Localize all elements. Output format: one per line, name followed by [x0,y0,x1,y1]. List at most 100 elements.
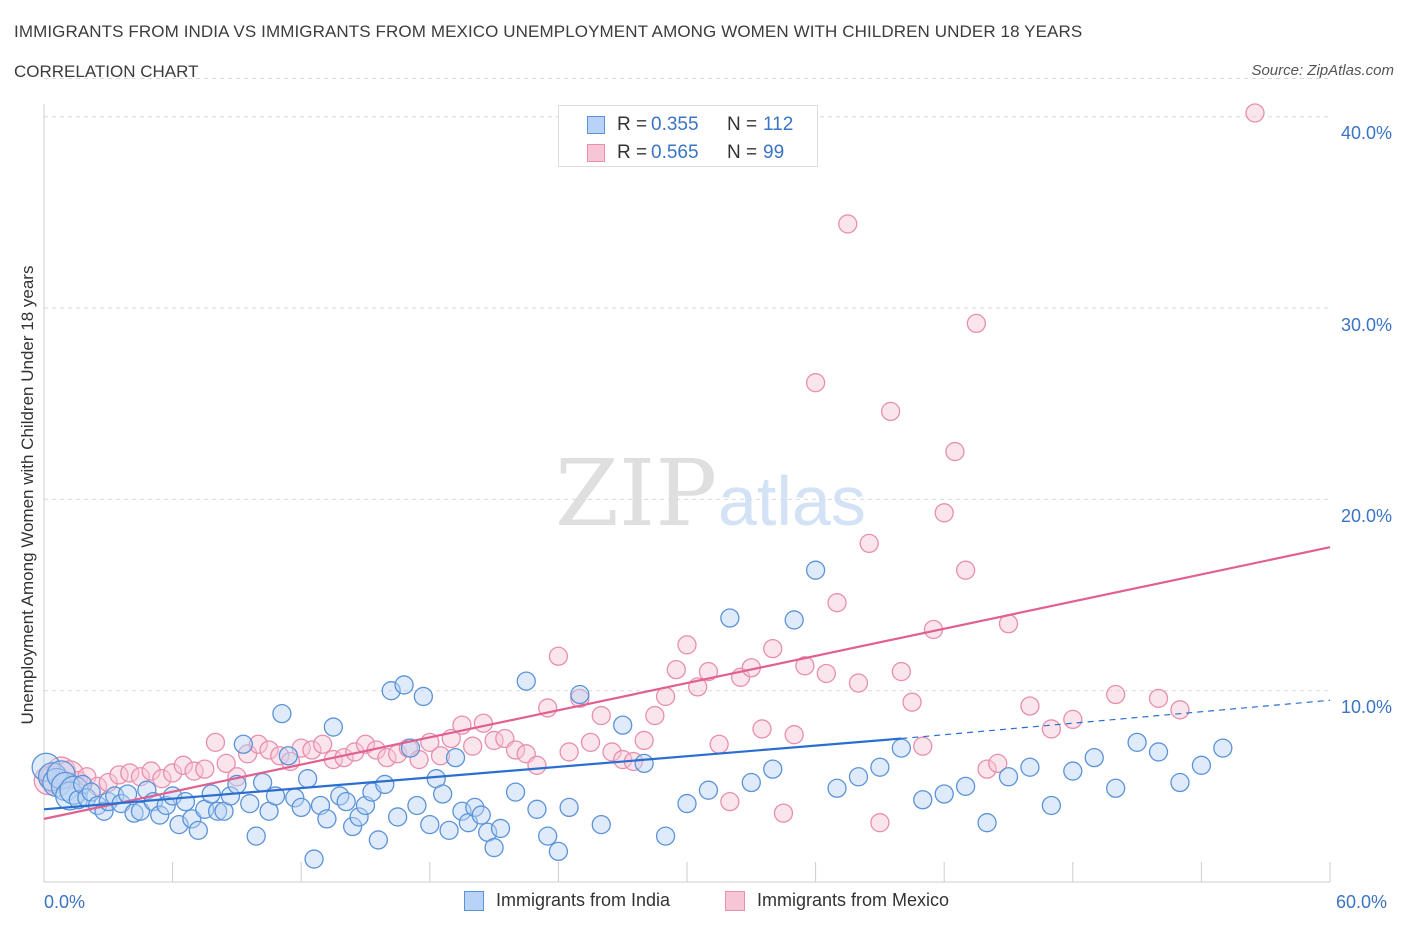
axes [43,104,1331,883]
legend-india-swatch [464,890,484,911]
data-point [465,797,485,818]
data-point [752,719,772,739]
data-point [375,774,395,795]
data-point [1084,748,1104,768]
data-point [870,813,890,833]
data-point [439,820,459,840]
data-point [1148,688,1169,709]
data-point [763,638,783,659]
y-axis-title: Unemployment Among Women with Children U… [18,265,37,725]
data-point [317,809,337,829]
x-tick-label-min: 0.0% [44,892,86,912]
data-point [677,635,697,655]
data-point [870,757,890,777]
data-point [394,675,414,695]
data-point [413,686,434,707]
data-point [538,826,558,846]
data-point [677,793,697,814]
data-point [248,734,268,754]
x-tick-label-max: 60.0% [1336,892,1388,912]
legend-item-mexico[interactable]: Immigrants from Mexico [725,890,949,911]
data-point [1063,761,1083,781]
data-point [698,780,719,800]
data-point [1170,700,1190,720]
data-point [400,738,421,758]
data-point [377,748,397,768]
data-point [182,809,202,829]
data-point [162,763,183,783]
data-point [848,673,869,693]
data-point [1063,709,1083,730]
india-n-label: N = [727,114,758,135]
chart-title: IMMIGRANTS FROM INDIA VS IMMIGRANTS FROM… [14,22,1083,41]
data-point [471,805,491,825]
legend-mexico-label: Immigrants from Mexico [757,890,950,910]
data-point [634,730,654,751]
data-point [323,717,344,737]
y-tick-label-20: 20.0% [1340,506,1392,526]
data-point [1191,755,1212,775]
source-label: Source: ZipAtlas.com [1251,62,1394,79]
data-point [955,560,976,580]
y-tick-label-40: 40.0% [1340,123,1392,143]
data-point [773,803,794,823]
data-point [420,814,440,835]
data-point [433,784,453,804]
data-point [602,742,622,762]
data-point [570,684,590,705]
data-point [527,799,547,819]
data-point [795,656,815,676]
data-point [891,738,911,758]
data-point [137,780,157,800]
data-point [1170,772,1190,793]
data-point [859,533,879,554]
legend-item-india[interactable]: Immigrants from India [464,890,670,911]
data-point [966,313,986,334]
data-point [580,732,601,753]
data-point [666,660,686,680]
data-point [150,805,170,825]
series-legend: Immigrants from India Immigrants from Me… [0,890,1406,916]
data-point [302,740,322,760]
mexico-r-value: 0.565 [651,142,699,163]
trend-line-india [43,737,902,811]
data-point [407,795,427,816]
data-point [591,705,611,726]
mexico-r-label: R = [617,142,648,163]
data-point [880,401,901,422]
trend-line-mexico [43,546,1331,820]
watermark: ZIP atlas [555,440,866,547]
data-point [445,748,466,768]
data-point [955,776,976,796]
data-point [838,214,858,234]
watermark-zip: ZIP [555,440,717,547]
data-point [259,740,279,760]
india-r-value: 0.355 [651,114,699,135]
data-point [297,769,318,789]
data-point [152,769,172,789]
chart-subtitle: CORRELATION CHART [14,62,199,81]
data-point [120,763,140,783]
data-point [220,786,241,806]
data-point [848,767,869,787]
data-point [891,661,911,682]
data-point [1245,103,1265,123]
data-point [1041,719,1062,739]
data-point [645,705,665,726]
mexico-n-label: N = [727,142,758,163]
mexico-swatch [587,144,605,162]
data-point [505,740,526,760]
data-point [827,593,847,613]
data-point [741,772,761,793]
data-point [998,767,1019,787]
data-point [934,503,954,523]
data-point [246,826,266,846]
data-point [173,755,193,775]
data-point [278,746,298,766]
data-point [934,784,954,804]
data-point [913,736,933,756]
data-point [1213,738,1233,758]
data-point [349,807,369,827]
data-point [977,759,997,779]
data-point [763,759,783,779]
